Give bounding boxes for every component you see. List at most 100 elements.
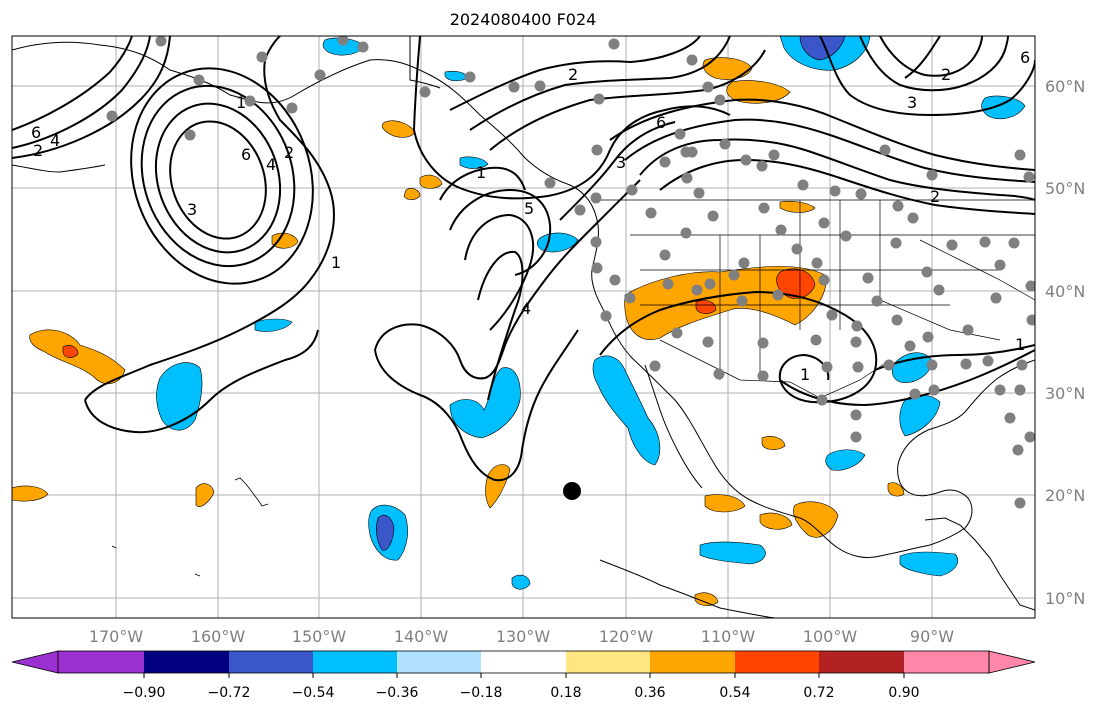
contour-label: 6: [656, 113, 666, 132]
negative-area: [592, 355, 661, 466]
colorbar: −0.90 −0.72 −0.54 −0.36 −0.18 0.18 0.36 …: [11, 650, 1036, 701]
colorbar-border: [57, 650, 990, 674]
strong-positive-area: [695, 300, 717, 314]
negative-area: [699, 541, 766, 565]
lon-label: 160°W: [191, 627, 246, 646]
contour-label: 1: [331, 253, 341, 272]
lon-label: 150°W: [292, 627, 347, 646]
contour-label: 1: [800, 365, 810, 384]
colorbar-tick-label: 0.72: [803, 685, 834, 701]
positive-area: [726, 80, 791, 104]
lat-label: 50°N: [1045, 179, 1085, 198]
lat-label: 30°N: [1045, 384, 1085, 403]
colorbar-ticks: [143, 673, 905, 678]
contour-label: 1: [476, 163, 486, 182]
borders: [598, 199, 1035, 399]
colorbar-segment: [313, 651, 397, 673]
positive-area: [195, 483, 215, 507]
map-title: 2024080400 F024: [450, 10, 597, 29]
negative-area: [459, 156, 489, 169]
lat-label: 60°N: [1045, 77, 1085, 96]
position-marker: [563, 482, 581, 500]
positive-area: [759, 512, 793, 530]
colorbar-tick-label: −0.90: [123, 685, 166, 701]
map-area: 6 4 2 6 4 2 3 1 2 6 3 1 5 4 2 6 3 1 2 1 …: [12, 36, 1035, 618]
contour-label: 6: [1020, 48, 1030, 67]
negative-area: [899, 551, 959, 577]
colorbar-tick-label: 0.54: [719, 685, 750, 701]
lon-label: 130°W: [496, 627, 551, 646]
map-border: [11, 35, 1036, 619]
negative-area: [825, 449, 866, 471]
colorbar-segment: [735, 651, 819, 673]
strong-negative-area: [376, 515, 395, 551]
contour-label: 5: [524, 199, 534, 218]
positive-area: [793, 501, 839, 538]
colorbar-low-extend: [11, 650, 59, 674]
positive-area: [381, 120, 416, 138]
station-dots: [106, 36, 1035, 509]
contour-label: 3: [187, 200, 197, 219]
contour-label: 2: [33, 141, 43, 160]
lon-label: 100°W: [803, 627, 858, 646]
colorbar-segment: [819, 651, 904, 673]
colorbar-segment: [481, 651, 566, 673]
negative-area: [254, 318, 293, 332]
lon-label: 170°W: [89, 627, 144, 646]
contour-label: 6: [31, 123, 41, 142]
negative-area: [449, 367, 521, 439]
lat-label: 40°N: [1045, 282, 1085, 301]
colorbar-segment: [229, 651, 313, 673]
negative-area: [511, 574, 531, 590]
contour-label: 2: [930, 187, 940, 206]
positive-area: [779, 200, 816, 213]
colorbar-tick-label: 0.36: [634, 685, 665, 701]
colorbar-segment: [58, 651, 144, 673]
contour-label: 3: [616, 153, 626, 172]
contour-label: 4: [50, 131, 60, 150]
positive-area: [887, 482, 905, 497]
contour-label: 1: [1015, 335, 1025, 354]
negative-area: [891, 352, 933, 383]
positive-area: [29, 329, 126, 385]
contour-label: 2: [941, 65, 951, 84]
colorbar-high-extend: [988, 650, 1036, 674]
positive-area: [419, 174, 443, 189]
colorbar-segment: [650, 651, 735, 673]
positive-area: [704, 494, 746, 513]
contour-label: 3: [907, 93, 917, 112]
lon-label: 140°W: [394, 627, 449, 646]
positive-area: [403, 188, 421, 201]
coastlines: [12, 36, 1035, 618]
strong-negative-area: [799, 36, 846, 61]
positive-area: [761, 436, 786, 450]
lon-label: 120°W: [599, 627, 654, 646]
colorbar-tick-label: 0.18: [550, 685, 581, 701]
colorbar-segment: [144, 651, 229, 673]
contour-label: 6: [241, 145, 251, 164]
islands: [111, 477, 269, 577]
negative-area: [981, 95, 1026, 119]
negative-area: [156, 362, 203, 431]
colorbar-segment: [566, 651, 650, 673]
contour-label: 2: [568, 65, 578, 84]
contour-label: 4: [266, 155, 276, 174]
contour-label: 1: [236, 93, 246, 112]
lat-label: 10°N: [1045, 589, 1085, 608]
colorbar-tick-label: −0.54: [292, 685, 335, 701]
colorbar-segment: [904, 651, 989, 673]
positive-area: [12, 485, 49, 502]
colorbar-segment: [397, 651, 481, 673]
contour-label: 4: [521, 299, 531, 318]
longitude-labels: 170°W 160°W 150°W 140°W 130°W 120°W 110°…: [89, 627, 954, 646]
lat-label: 20°N: [1045, 486, 1085, 505]
colorbar-tick-label: −0.72: [208, 685, 251, 701]
shaded-field: [12, 36, 1026, 606]
colorbar-tick-label: −0.36: [376, 685, 419, 701]
lon-label: 110°W: [701, 627, 756, 646]
positive-area: [485, 464, 511, 509]
positive-area: [624, 266, 827, 340]
lon-label: 90°W: [910, 627, 954, 646]
latitude-labels: 60°N 50°N 40°N 30°N 20°N 10°N: [1045, 77, 1085, 608]
